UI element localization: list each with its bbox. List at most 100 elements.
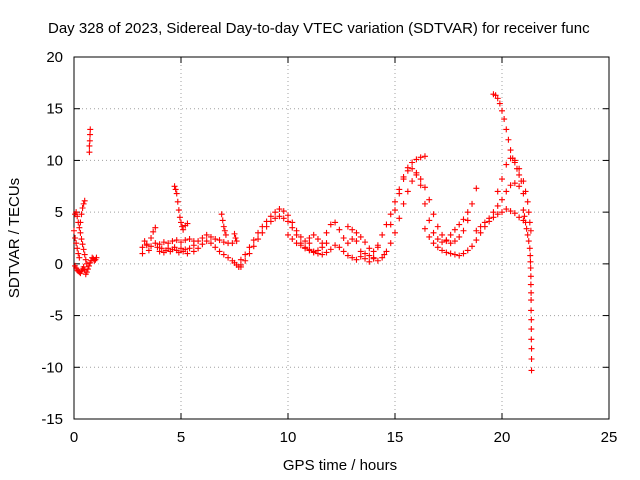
data-point xyxy=(336,244,343,251)
x-tick-label: 25 xyxy=(601,429,618,446)
data-point xyxy=(83,269,90,276)
data-point xyxy=(516,165,523,172)
x-tick-label: 20 xyxy=(494,429,511,446)
data-point xyxy=(447,240,454,247)
data-point xyxy=(199,235,206,241)
data-point xyxy=(207,233,214,240)
data-point xyxy=(520,178,527,185)
data-point xyxy=(71,227,77,234)
x-axis-label: GPS time / hours xyxy=(283,457,397,474)
data-point xyxy=(78,236,85,243)
data-point xyxy=(528,345,535,352)
data-point xyxy=(327,221,334,228)
data-point xyxy=(516,183,523,190)
data-point xyxy=(139,250,146,257)
data-point xyxy=(447,250,454,257)
data-point xyxy=(507,208,514,215)
data-point xyxy=(297,242,304,249)
data-point xyxy=(430,240,437,247)
data-point xyxy=(404,167,411,174)
data-point xyxy=(421,225,428,232)
data-point xyxy=(456,221,463,228)
data-point xyxy=(443,249,450,256)
data-point xyxy=(79,205,86,212)
data-point xyxy=(255,236,262,243)
data-point xyxy=(494,95,501,102)
data-point xyxy=(297,233,304,240)
data-point xyxy=(528,336,535,343)
data-point xyxy=(344,240,351,247)
data-point xyxy=(521,213,528,220)
data-point xyxy=(79,241,86,248)
data-point xyxy=(199,241,206,248)
data-point xyxy=(516,214,523,221)
data-point xyxy=(72,235,79,241)
data-point xyxy=(229,240,236,247)
data-point xyxy=(302,238,309,245)
data-point xyxy=(174,198,181,205)
data-point xyxy=(374,257,381,264)
data-point xyxy=(473,185,480,192)
data-point xyxy=(460,250,467,257)
data-point xyxy=(477,223,484,230)
data-point xyxy=(175,249,182,256)
data-point xyxy=(180,226,187,233)
data-point xyxy=(169,238,176,245)
data-point xyxy=(516,171,523,178)
data-point xyxy=(511,157,518,164)
data-point xyxy=(175,207,182,214)
data-point xyxy=(267,218,274,225)
data-point xyxy=(499,176,505,183)
x-tick-label: 10 xyxy=(280,429,297,446)
data-point xyxy=(173,237,180,244)
data-point xyxy=(528,356,535,363)
data-point xyxy=(357,253,364,260)
data-point xyxy=(494,202,501,209)
data-point xyxy=(473,227,480,234)
data-point xyxy=(503,161,510,168)
data-point xyxy=(289,219,296,226)
data-point xyxy=(306,240,313,247)
y-tick-label: 5 xyxy=(55,204,63,221)
data-point xyxy=(182,237,189,244)
data-point xyxy=(319,251,326,258)
data-point xyxy=(220,251,227,258)
data-point xyxy=(434,236,441,243)
data-point xyxy=(246,250,253,257)
data-point xyxy=(400,200,407,207)
data-point xyxy=(353,256,360,263)
data-point xyxy=(340,248,347,255)
data-point xyxy=(434,223,441,230)
data-point xyxy=(492,92,499,99)
data-point xyxy=(77,229,84,236)
data-point xyxy=(460,227,467,234)
data-point xyxy=(413,169,420,176)
data-point xyxy=(154,244,161,251)
data-point xyxy=(332,242,339,249)
data-point xyxy=(84,266,91,273)
data-point xyxy=(362,250,369,257)
data-point xyxy=(349,254,356,261)
data-point xyxy=(78,211,85,218)
y-tick-label: 0 xyxy=(55,256,63,273)
data-points xyxy=(71,91,535,374)
y-tick-label: 10 xyxy=(46,152,63,169)
data-point xyxy=(528,307,535,314)
data-point xyxy=(396,190,403,197)
data-point xyxy=(381,251,388,258)
data-point xyxy=(195,245,202,252)
data-point xyxy=(173,190,180,197)
data-point xyxy=(165,245,172,252)
data-point xyxy=(464,247,471,254)
data-point xyxy=(93,254,100,261)
data-point xyxy=(503,188,510,195)
data-point xyxy=(430,229,437,236)
data-point xyxy=(82,256,89,263)
data-point xyxy=(528,289,535,296)
data-point xyxy=(220,239,227,246)
data-point xyxy=(417,176,424,183)
data-point xyxy=(212,236,219,243)
data-point xyxy=(158,245,165,252)
data-point xyxy=(156,241,163,248)
data-point xyxy=(349,226,356,233)
